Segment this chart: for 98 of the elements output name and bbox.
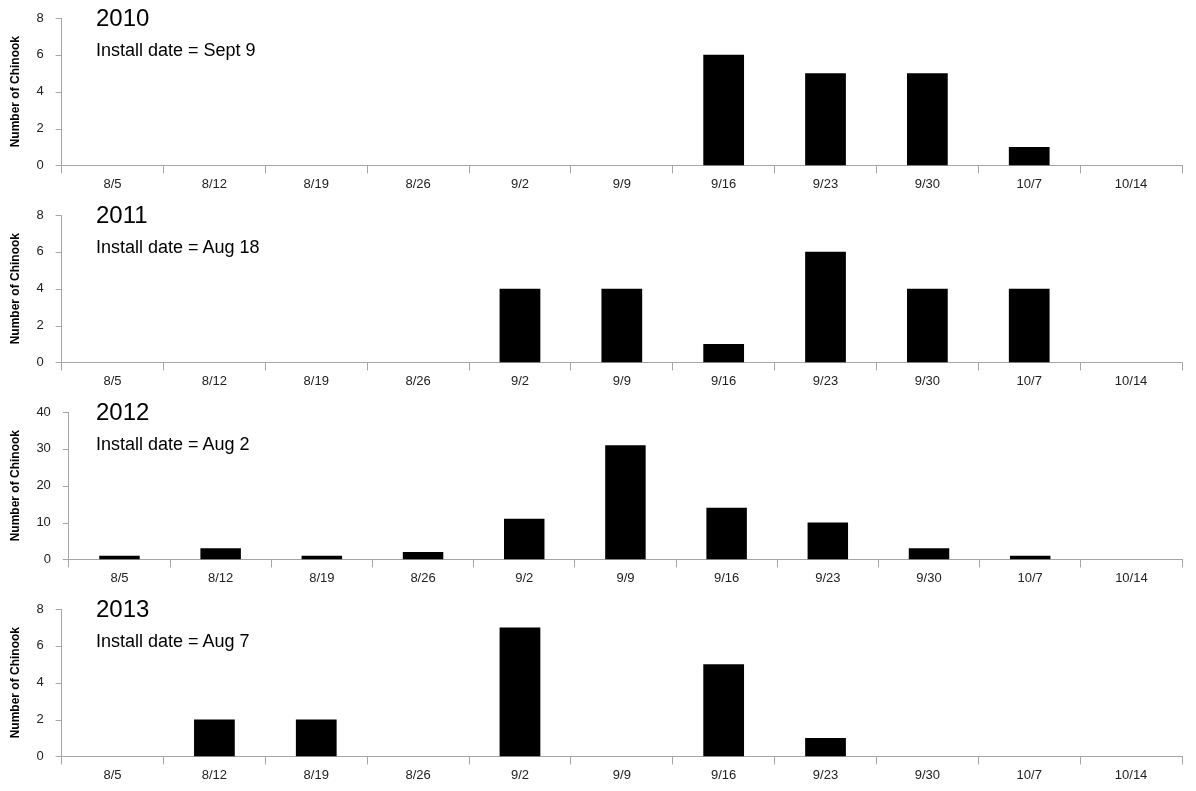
text: Install date = Aug 2 — [96, 434, 250, 455]
x-tick-label: 9/30 — [914, 372, 941, 388]
text: Install date = Aug 18 — [96, 237, 260, 258]
chart-title: 2012 — [96, 398, 150, 426]
bar — [908, 548, 950, 560]
bar — [703, 54, 745, 166]
x-tick-label: 8/19 — [303, 766, 329, 782]
bar — [504, 518, 545, 560]
bar — [706, 507, 747, 560]
x-tick-label: 9/30 — [916, 569, 942, 585]
x-tick-label: 8/19 — [303, 372, 329, 388]
x-tick-label: 8/19 — [303, 175, 329, 191]
x-tick-label: 9/16 — [711, 766, 737, 782]
y-tick-label: 8 — [36, 9, 44, 25]
y-tick-label: 8 — [36, 600, 44, 616]
bar — [1008, 146, 1050, 166]
y-tick-label: 6 — [36, 637, 44, 653]
x-tick-label: 8/5 — [103, 372, 122, 388]
x-tick-label: 9/2 — [510, 372, 529, 388]
y-tick-label: 8 — [36, 206, 44, 222]
x-tick-label: 9/23 — [812, 372, 839, 388]
x-tick-label: 10/14 — [1114, 175, 1148, 191]
x-tick-label: 10/7 — [1016, 175, 1042, 191]
bar — [499, 627, 541, 757]
x-tick-label: 9/2 — [515, 569, 534, 585]
x-tick-label: 8/5 — [110, 569, 129, 585]
x-tick-label: 9/23 — [812, 175, 839, 191]
y-tick-label: 4 — [36, 83, 44, 99]
x-tick-label: 10/14 — [1114, 372, 1148, 388]
x-tick-label: 10/14 — [1114, 766, 1148, 782]
y-tick-label: 2 — [36, 711, 44, 727]
x-tick-label: 9/16 — [711, 175, 737, 191]
y-tick-label: 4 — [36, 280, 44, 296]
bar — [907, 73, 948, 166]
bar — [601, 288, 643, 363]
x-tick-label: 9/9 — [612, 372, 631, 388]
y-axis-title: Number of Chinook — [7, 626, 22, 739]
x-tick-label: 9/16 — [711, 372, 737, 388]
x-tick-label: 9/30 — [914, 766, 941, 782]
y-tick-label: 10 — [36, 514, 51, 530]
bar — [805, 737, 846, 757]
x-tick-label: 9/2 — [510, 766, 529, 782]
x-tick-label: 9/9 — [616, 569, 635, 585]
y-tick-label: 2 — [36, 317, 44, 333]
x-tick-label: 10/7 — [1016, 766, 1042, 782]
chart-title: 2010 — [96, 4, 150, 32]
x-tick-label: 10/7 — [1016, 372, 1042, 388]
bar — [807, 522, 849, 560]
x-tick-label: 10/14 — [1115, 569, 1148, 585]
y-tick-label: 30 — [36, 440, 51, 456]
y-tick-label: 0 — [36, 353, 44, 369]
x-tick-label: 8/5 — [103, 175, 122, 191]
x-tick-label: 8/26 — [405, 766, 431, 782]
y-tick-label: 40 — [36, 403, 51, 419]
x-tick-label: 8/26 — [405, 175, 431, 191]
y-tick-label: 4 — [36, 674, 44, 690]
x-tick-label: 8/26 — [405, 372, 431, 388]
x-tick-label: 8/12 — [208, 569, 234, 585]
text: Install date = Sept 9 — [96, 40, 256, 61]
x-tick-label: 9/9 — [612, 175, 631, 191]
x-tick-label: 9/2 — [510, 175, 529, 191]
bar — [499, 288, 541, 363]
y-tick-label: 0 — [43, 550, 51, 566]
y-axis-title: Number of Chinook — [7, 232, 22, 345]
bar — [605, 445, 646, 560]
x-tick-label: 9/23 — [815, 569, 841, 585]
y-tick-label: 2 — [36, 120, 44, 136]
x-tick-label: 9/30 — [914, 175, 941, 191]
x-tick-label: 9/16 — [713, 569, 740, 585]
bar — [1008, 288, 1050, 363]
bar — [805, 73, 846, 166]
x-tick-label: 8/19 — [309, 569, 335, 585]
y-tick-label: 0 — [36, 747, 44, 763]
chart-title: 2013 — [96, 595, 150, 623]
chart-title: 2011 — [96, 201, 148, 229]
text: Install date = Aug 7 — [96, 631, 250, 652]
x-tick-label: 8/12 — [201, 372, 228, 388]
bar — [194, 719, 235, 757]
bar — [295, 719, 337, 757]
bar — [907, 288, 948, 363]
x-tick-label: 8/26 — [410, 569, 436, 585]
x-tick-label: 8/12 — [201, 175, 228, 191]
y-tick-label: 6 — [36, 243, 44, 259]
bar — [200, 548, 241, 560]
y-tick-label: 6 — [36, 46, 44, 62]
x-tick-label: 8/5 — [103, 766, 122, 782]
y-tick-label: 20 — [36, 477, 51, 493]
x-tick-label: 9/23 — [812, 766, 839, 782]
x-tick-label: 9/9 — [612, 766, 631, 782]
y-axis-title: Number of Chinook — [7, 429, 22, 542]
y-axis-title: Number of Chinook — [7, 35, 22, 148]
y-tick-label: 0 — [36, 156, 44, 172]
x-tick-label: 8/12 — [201, 766, 228, 782]
x-tick-label: 10/7 — [1017, 569, 1043, 585]
bar — [402, 552, 444, 560]
bar — [703, 343, 745, 363]
bar — [805, 251, 846, 363]
bar — [703, 664, 745, 757]
